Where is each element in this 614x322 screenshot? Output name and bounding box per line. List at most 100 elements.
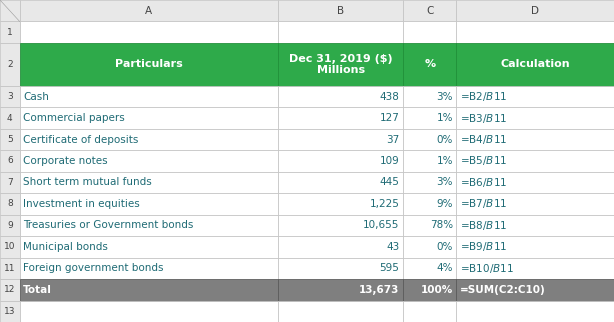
Text: Total: Total (23, 285, 52, 295)
Text: =B6/$B$11: =B6/$B$11 (460, 176, 507, 189)
Text: 78%: 78% (430, 220, 453, 231)
Text: =B5/$B$11: =B5/$B$11 (460, 155, 507, 167)
Bar (0, 279, 20, 300)
Text: Dec 31, 2019 ($)
Millions: Dec 31, 2019 ($) Millions (289, 53, 392, 75)
Text: =B4/$B$11: =B4/$B$11 (460, 133, 507, 146)
Bar (20, 258, 278, 279)
Text: Corporate notes: Corporate notes (23, 156, 108, 166)
Bar (20, 0, 278, 22)
Bar (0, 86, 20, 107)
Bar (0, 193, 20, 215)
Bar (20, 300, 278, 322)
Text: Commercial papers: Commercial papers (23, 113, 125, 123)
Bar (278, 300, 403, 322)
Text: 8: 8 (7, 199, 13, 208)
Text: Municipal bonds: Municipal bonds (23, 242, 108, 252)
Text: 4%: 4% (437, 263, 453, 273)
Text: D: D (531, 6, 539, 16)
Bar (278, 193, 403, 215)
Text: Particulars: Particulars (115, 59, 183, 70)
Bar (20, 279, 278, 300)
Text: 1%: 1% (437, 113, 453, 123)
Text: Short term mutual funds: Short term mutual funds (23, 177, 152, 187)
Text: 3%: 3% (437, 91, 453, 102)
Bar (20, 193, 278, 215)
Text: 100%: 100% (421, 285, 453, 295)
Bar (278, 258, 403, 279)
Bar (456, 150, 614, 172)
Bar (403, 236, 456, 258)
Text: 7: 7 (7, 178, 13, 187)
Text: 1: 1 (7, 28, 13, 37)
Bar (0, 107, 20, 129)
Bar (403, 0, 456, 22)
Text: 4: 4 (7, 114, 13, 123)
Bar (403, 43, 456, 86)
Text: =B9/$B$11: =B9/$B$11 (460, 240, 507, 253)
Bar (0, 236, 20, 258)
Text: =SUM(C2:C10): =SUM(C2:C10) (460, 285, 546, 295)
Text: 595: 595 (379, 263, 399, 273)
Bar (278, 236, 403, 258)
Text: =B8/$B$11: =B8/$B$11 (460, 219, 507, 232)
Text: Cash: Cash (23, 91, 49, 102)
Bar (278, 22, 403, 43)
Bar (0, 258, 20, 279)
Text: 9: 9 (7, 221, 13, 230)
Bar (0, 43, 20, 86)
Bar (278, 279, 403, 300)
Bar (456, 279, 614, 300)
Bar (0, 22, 20, 43)
Bar (20, 43, 278, 86)
Text: =B10/$B$11: =B10/$B$11 (460, 262, 514, 275)
Text: 10: 10 (4, 242, 15, 251)
Text: 12: 12 (4, 285, 15, 294)
Bar (0, 150, 20, 172)
Text: 0%: 0% (437, 135, 453, 145)
Text: 11: 11 (4, 264, 15, 273)
Bar (456, 129, 614, 150)
Text: 43: 43 (386, 242, 399, 252)
Bar (0, 172, 20, 193)
Bar (20, 236, 278, 258)
Text: Calculation: Calculation (500, 59, 570, 70)
Text: =B3/$B$11: =B3/$B$11 (460, 111, 507, 125)
Text: 438: 438 (379, 91, 399, 102)
Text: 109: 109 (379, 156, 399, 166)
Text: 445: 445 (379, 177, 399, 187)
Bar (0, 0, 20, 22)
Bar (0, 129, 20, 150)
Bar (456, 193, 614, 215)
Text: 9%: 9% (437, 199, 453, 209)
Bar (456, 107, 614, 129)
Bar (403, 107, 456, 129)
Text: 5: 5 (7, 135, 13, 144)
Text: 10,655: 10,655 (363, 220, 399, 231)
Bar (20, 150, 278, 172)
Bar (20, 172, 278, 193)
Text: A: A (146, 6, 152, 16)
Text: 2: 2 (7, 60, 13, 69)
Text: 37: 37 (386, 135, 399, 145)
Bar (403, 215, 456, 236)
Bar (278, 129, 403, 150)
Bar (278, 150, 403, 172)
Text: 6: 6 (7, 156, 13, 166)
Bar (403, 150, 456, 172)
Bar (403, 300, 456, 322)
Text: =B7/$B$11: =B7/$B$11 (460, 197, 507, 211)
Bar (0, 300, 20, 322)
Bar (278, 43, 403, 86)
Text: 0%: 0% (437, 242, 453, 252)
Bar (403, 279, 456, 300)
Bar (20, 215, 278, 236)
Bar (456, 86, 614, 107)
Text: B: B (337, 6, 344, 16)
Bar (456, 0, 614, 22)
Bar (20, 86, 278, 107)
Bar (20, 107, 278, 129)
Text: 3%: 3% (437, 177, 453, 187)
Bar (278, 86, 403, 107)
Bar (0, 215, 20, 236)
Text: %: % (424, 59, 435, 70)
